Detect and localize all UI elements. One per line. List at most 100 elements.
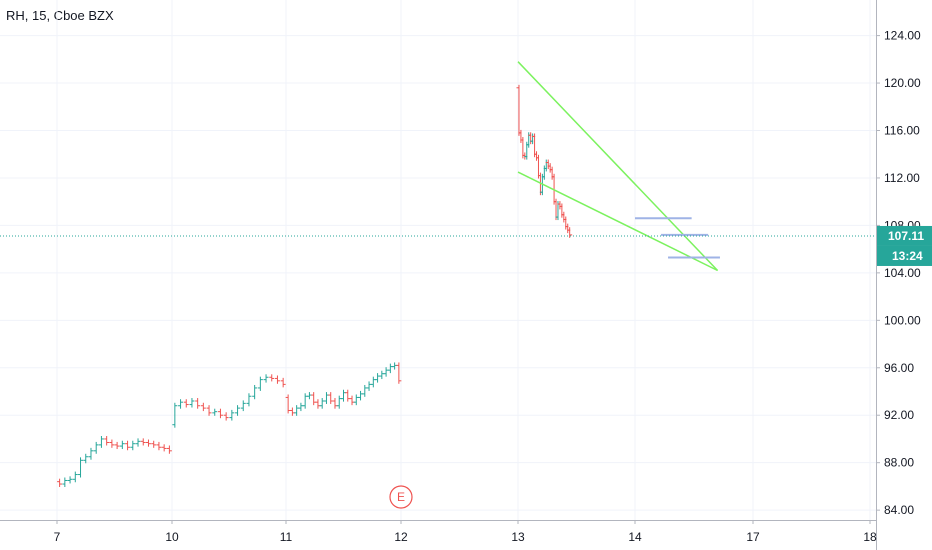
ohlc-bar xyxy=(83,453,89,464)
ohlc-bar xyxy=(252,384,258,400)
ohlc-bar xyxy=(370,376,376,388)
y-tick-label: 88.00 xyxy=(884,456,914,470)
candles xyxy=(57,84,573,488)
ohlc-bar xyxy=(145,439,151,447)
drawings[interactable]: E xyxy=(0,61,876,509)
trendline xyxy=(517,171,718,272)
ohlc-bar xyxy=(109,439,115,448)
ohlc-bar xyxy=(392,362,398,370)
earnings-marker-label: E xyxy=(397,490,405,504)
ohlc-bar xyxy=(178,399,184,409)
ohlc-bar xyxy=(366,381,372,391)
ohlc-bar xyxy=(274,375,280,384)
ohlc-bar xyxy=(57,478,63,488)
ohlc-bar xyxy=(93,441,99,454)
ohlc-bar xyxy=(311,392,317,406)
y-tick-label: 120.00 xyxy=(884,76,921,90)
ohlc-bar xyxy=(235,405,241,416)
ohlc-bar xyxy=(349,395,355,406)
grid xyxy=(0,0,876,520)
ohlc-bar xyxy=(140,438,146,446)
x-tick-label: 14 xyxy=(628,530,642,544)
ohlc-bar xyxy=(72,471,78,483)
symbol-label[interactable]: RH, 15, Cboe BZX xyxy=(6,8,114,23)
ohlc-bar xyxy=(257,376,263,391)
ohlc-bar xyxy=(280,377,286,388)
x-tick-label: 18 xyxy=(863,530,877,544)
ohlc-bar xyxy=(379,370,385,380)
ohlc-bar xyxy=(119,440,125,450)
ohlc-bar xyxy=(130,440,136,451)
ohlc-bar xyxy=(223,412,229,421)
ohlc-bar xyxy=(306,392,312,400)
ohlc-bar xyxy=(166,445,172,454)
ohlc-bar xyxy=(294,405,300,416)
ohlc-bar xyxy=(161,444,167,452)
ohlc-bar xyxy=(212,408,218,416)
ohlc-bar xyxy=(328,392,334,404)
ohlc-bar xyxy=(125,440,131,451)
countdown-tag xyxy=(877,245,932,266)
ohlc-bar xyxy=(246,393,252,407)
ohlc-bar xyxy=(336,395,342,409)
y-tick-label: 116.00 xyxy=(884,124,920,138)
ohlc-bar xyxy=(302,393,308,409)
last-price-tag xyxy=(877,225,932,246)
ohlc-bar xyxy=(315,399,321,409)
earnings-marker-circle xyxy=(389,485,413,509)
ohlc-bar xyxy=(332,398,338,409)
ohlc-bar xyxy=(319,398,325,409)
ohlc-bar xyxy=(156,441,162,451)
ohlc-bar xyxy=(375,373,381,383)
y-tick-label: 104.00 xyxy=(884,266,921,280)
x-tick-label: 17 xyxy=(746,530,760,544)
ohlc-bar xyxy=(516,84,522,136)
y-tick-label: 92.00 xyxy=(884,408,914,422)
ohlc-bar xyxy=(387,363,393,374)
ohlc-bar xyxy=(200,402,206,412)
ohlc-bar xyxy=(358,390,364,401)
x-tick-label: 13 xyxy=(511,530,525,544)
ohlc-bar xyxy=(195,398,201,409)
ohlc-bar xyxy=(345,389,351,402)
y-tick-label: 84.00 xyxy=(884,503,914,517)
ohlc-bar xyxy=(62,477,68,488)
ohlc-bar xyxy=(353,394,359,406)
ohlc-bar xyxy=(240,400,246,412)
earnings-marker[interactable]: E xyxy=(389,485,413,509)
countdown-label: 13:24 xyxy=(892,249,923,263)
ohlc-bar xyxy=(206,405,212,416)
ohlc-bar xyxy=(151,440,157,448)
ohlc-bar xyxy=(172,402,178,428)
ohlc-bar xyxy=(183,399,189,408)
ohlc-bar xyxy=(229,409,235,421)
ohlc-bar xyxy=(362,384,368,397)
ohlc-bar xyxy=(114,441,120,450)
ohlc-bar xyxy=(88,447,94,460)
ohlc-bar xyxy=(323,392,329,404)
ohlc-bar xyxy=(189,398,195,408)
ohlc-bar xyxy=(269,374,275,382)
ohlc-bar xyxy=(396,362,402,384)
ohlc-bar xyxy=(383,367,389,377)
x-tick-label: 12 xyxy=(394,530,408,544)
ohlc-bar xyxy=(298,402,304,412)
y-tick-label: 124.00 xyxy=(884,29,921,43)
ohlc-bar xyxy=(135,438,141,447)
ohlc-bar xyxy=(104,435,110,446)
x-tick-label: 10 xyxy=(165,530,179,544)
ohlc-bar xyxy=(217,408,223,419)
x-tick-label: 7 xyxy=(54,530,61,544)
ohlc-bar xyxy=(567,227,573,238)
ohlc-bar xyxy=(341,389,346,402)
ohlc-bar xyxy=(98,435,104,448)
ohlc-bar xyxy=(67,476,73,484)
ohlc-bar xyxy=(78,457,84,478)
last-price-label: 107.11 xyxy=(888,229,924,243)
x-tick-label: 11 xyxy=(280,530,293,544)
ohlc-bar xyxy=(263,374,269,383)
y-tick-label: 96.00 xyxy=(884,361,914,375)
y-tick-label: 100.00 xyxy=(884,313,921,327)
